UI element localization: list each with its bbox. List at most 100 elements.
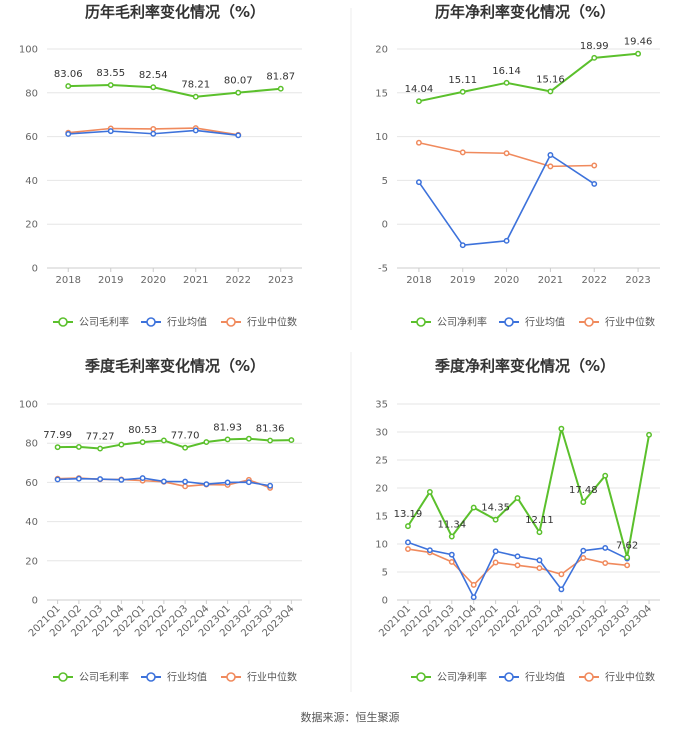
legend-marker-company — [58, 672, 68, 682]
company-point — [267, 437, 274, 444]
industry_avg-point — [150, 130, 157, 137]
data-label: 82.54 — [139, 70, 168, 81]
y-tick-label: 100 — [19, 45, 38, 56]
y-tick-label: 25 — [375, 456, 388, 467]
y-tick-label: 20 — [25, 556, 38, 567]
data-label: 81.36 — [256, 424, 285, 435]
industry_avg-point — [75, 475, 82, 482]
source-note: 数据来源：恒生聚源 — [301, 710, 400, 724]
company-point — [492, 516, 499, 523]
company-point — [470, 504, 477, 511]
industry_median-point — [580, 555, 587, 561]
industry_median-point — [150, 125, 157, 132]
y-tick-label: -5 — [378, 264, 388, 275]
legend-marker-industry_avg — [146, 317, 156, 327]
industry_avg-point — [547, 152, 554, 158]
y-tick-label: 15 — [375, 88, 388, 99]
industry_median-point — [602, 560, 609, 566]
industry_median-point — [624, 562, 631, 569]
industry_avg-point — [536, 557, 543, 564]
y-tick-label: 20 — [375, 45, 388, 56]
industry_median-point — [405, 546, 411, 552]
data-label: 17.48 — [569, 485, 598, 496]
legend-label-industry_avg: 行业均值 — [167, 316, 207, 329]
company-point — [602, 472, 609, 479]
x-tick-label: 2021 — [538, 275, 563, 286]
company-point — [624, 554, 631, 561]
company-point — [75, 443, 82, 450]
company-point — [54, 444, 61, 451]
x-tick-label: 2018 — [406, 275, 431, 286]
industry_median-point — [558, 571, 565, 578]
y-tick-label: 0 — [32, 596, 38, 607]
industry_avg-point — [182, 478, 189, 485]
y-tick-label: 20 — [25, 220, 38, 231]
industry_avg-series-line — [418, 154, 595, 247]
y-tick-label: 80 — [25, 88, 38, 99]
company-point — [150, 84, 157, 91]
industry_avg-point — [602, 544, 609, 551]
legend-marker-company — [58, 317, 68, 327]
x-tick-label: 2023 — [625, 275, 650, 286]
legend-label-company: 公司毛利率 — [79, 671, 129, 684]
industry_median-point — [182, 483, 189, 490]
data-label: 78.21 — [181, 80, 210, 91]
industry_avg-point — [580, 547, 587, 554]
data-label: 77.99 — [43, 430, 72, 441]
industry_median-point — [536, 565, 543, 572]
legend-label-industry_median: 行业中位数 — [605, 316, 655, 329]
y-tick-label: 5 — [382, 176, 388, 187]
data-label: 7.62 — [616, 540, 638, 551]
industry_avg-point — [235, 132, 242, 139]
legend-label-company: 公司毛利率 — [79, 316, 129, 329]
industry_avg-point — [448, 551, 455, 558]
industry_avg-point — [415, 179, 422, 186]
company-point — [426, 488, 433, 495]
company-point — [547, 88, 554, 95]
data-label: 15.16 — [536, 74, 565, 85]
company-series-line — [57, 437, 292, 450]
chart-title: 历年净利率变化情况（%） — [435, 3, 615, 21]
data-label: 11.34 — [437, 519, 466, 530]
y-tick-label: 80 — [25, 439, 38, 450]
legend-label-industry_median: 行业中位数 — [247, 316, 297, 329]
data-label: 77.70 — [171, 431, 200, 442]
industry_avg-point — [97, 476, 104, 483]
industry_median-point — [459, 149, 466, 156]
company-point — [245, 435, 252, 442]
x-tick-label: 2018 — [56, 275, 81, 286]
x-tick-label: 2019 — [98, 275, 123, 286]
legend-marker-industry_avg — [504, 672, 514, 682]
company-point — [405, 523, 411, 530]
quarterly-net-margin-chart: 季度净利率变化情况（%）051015202530352021Q12021Q220… — [375, 357, 660, 684]
legend-marker-industry_median — [226, 317, 236, 327]
company-point — [558, 425, 565, 432]
industry_avg-point — [224, 479, 231, 486]
company-point — [139, 439, 146, 446]
industry_avg-point — [492, 548, 499, 555]
industry_avg-point — [405, 539, 411, 546]
legend-marker-industry_avg — [504, 317, 514, 327]
industry_avg-point — [558, 586, 565, 593]
company-point — [288, 437, 295, 444]
y-tick-label: 60 — [25, 478, 38, 489]
y-tick-label: 40 — [25, 517, 38, 528]
data-label: 77.27 — [86, 432, 115, 443]
industry_avg-point — [118, 476, 125, 483]
company-series-line — [407, 427, 651, 559]
industry_avg-point — [65, 131, 72, 137]
x-tick-label: 2022 — [226, 275, 251, 286]
data-label: 18.99 — [580, 41, 609, 52]
company-point — [580, 499, 587, 506]
industry_median-point — [547, 163, 554, 170]
data-label: 81.93 — [213, 422, 242, 433]
industry_avg-point — [245, 479, 252, 486]
data-label: 12.11 — [525, 515, 554, 526]
company-point — [277, 85, 284, 92]
y-tick-label: 10 — [375, 132, 388, 143]
legend-marker-company — [416, 317, 426, 327]
y-tick-label: 0 — [382, 220, 388, 231]
y-tick-label: 20 — [375, 484, 388, 495]
company-point — [192, 93, 199, 100]
